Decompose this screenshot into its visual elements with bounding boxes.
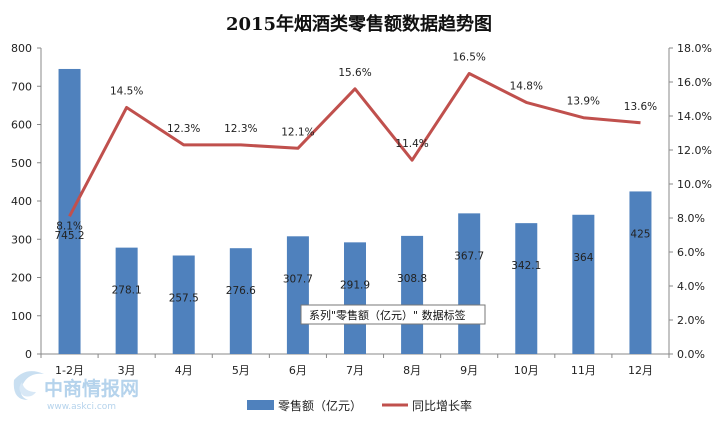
growth-value-label: 12.3% [167,123,200,135]
bar [629,191,652,354]
x-tick-label: 10月 [514,364,539,377]
growth-value-label: 13.9% [567,96,600,108]
growth-value-label: 13.6% [624,101,657,113]
y-right-tick-label: 0.0% [677,348,705,361]
bar [572,214,595,354]
bar [229,248,252,354]
growth-value-label: 16.5% [453,52,486,64]
y-right-tick-label: 18.0% [677,42,712,55]
y-left-tick-label: 600 [11,119,32,132]
x-tick-label: 11月 [571,364,596,377]
y-right-tick-label: 2.0% [677,314,705,327]
line-series [68,72,641,217]
y-right-tick-label: 8.0% [677,212,705,225]
y-left-tick-label: 800 [11,42,32,55]
growth-value-label: 12.3% [224,123,257,135]
y-right-tick-label: 14.0% [677,110,712,123]
bar [58,68,81,354]
x-tick-label: 12月 [628,364,653,377]
growth-value-label: 14.8% [510,80,543,92]
y-left-tick-label: 400 [11,195,32,208]
legend: 零售额（亿元） 同比增长率 [247,398,472,413]
bar-value-label: 276.6 [226,285,256,297]
x-tick-label: 9月 [460,364,478,377]
y-left-tick-label: 700 [11,80,32,93]
bar [401,235,424,354]
x-tick-label: 7月 [346,364,364,377]
x-tick-label: 3月 [118,364,136,377]
watermark-url: www.askci.com [47,402,116,412]
y-right-tick-label: 10.0% [677,178,712,191]
legend-label-sales: 零售额（亿元） [278,398,362,413]
bar-value-label: 307.7 [283,273,313,285]
bar-value-label: 425 [630,228,650,240]
data-labels: 745.28.1% 278.1 14.5% 257.5 12.3% 276.6 12.3% 3… [55,52,658,305]
growth-value-label: 12.1% [281,126,314,138]
bar [286,236,309,354]
tooltip-text: 系列"零售额（亿元）" 数据标签 [309,308,466,322]
y-left-tick-label: 500 [11,157,32,170]
y-right-tick-label: 16.0% [677,76,712,89]
bar [515,223,538,354]
axes: 0 100 200 300 400 500 600 700 800 0.0% 2.0% 4.0% 6.0… [11,42,712,377]
bar [344,242,366,354]
watermark-text: 中商情报网 [44,377,139,400]
y-left-tick-label: 200 [11,272,32,285]
y-left-tick-label: 100 [11,310,32,323]
bar-value-label: 278.1 [112,285,142,297]
bar-value-label: 291.9 [340,279,370,291]
y-right-tick-label: 12.0% [677,144,712,157]
x-tick-label: 8月 [403,364,421,377]
bar-value-label: 367.7 [454,250,484,262]
bar [115,247,138,354]
growth-value-label: 14.5% [110,86,143,98]
x-tick-label: 4月 [175,364,193,377]
swirl-logo-icon [13,371,44,400]
bar-series [58,68,652,354]
chart-title: 2015年烟酒类零售额数据趋势图 [226,13,492,35]
bar-value-label: 308.8 [397,273,427,285]
y-right-tick-label: 6.0% [677,246,705,259]
data-label-tooltip: 系列"零售额（亿元）" 数据标签 [300,304,486,325]
growth-value-label: 15.6% [338,67,371,79]
watermark: 中商情报网 www.askci.com [13,371,139,412]
y-right-tick-label: 4.0% [677,280,705,293]
bar-value-label: 364 [573,252,593,264]
y-left-tick-label: 300 [11,233,32,246]
growth-value-label: 11.4% [395,138,428,150]
growth-value-label: 8.1% [56,220,83,232]
tooltip-box [300,304,486,325]
y-left-tick-label: 0 [25,348,32,361]
bar [172,255,195,354]
bar-value-label: 342.1 [511,260,541,272]
legend-swatch-sales [247,400,274,410]
x-tick-label: 1-2月 [55,364,84,377]
growth-line [68,72,641,217]
bar [458,213,481,354]
x-tick-label: 5月 [232,364,250,377]
bar-value-label: 745.2 [55,230,85,242]
bar-value-label: 257.5 [169,293,199,305]
x-tick-label: 6月 [289,364,307,377]
legend-label-growth: 同比增长率 [412,398,472,413]
